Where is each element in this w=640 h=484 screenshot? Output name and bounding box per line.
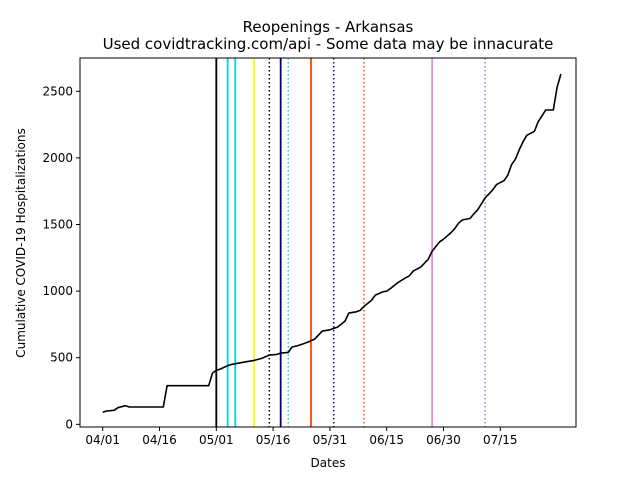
x-tick-label: 04/16 [142,433,177,447]
y-tick-label: 1500 [42,218,73,232]
x-tick-label: 06/30 [426,433,461,447]
y-axis-label: Cumulative COVID-19 Hospitalizations [14,128,28,358]
x-axis-label: Dates [311,456,346,470]
y-tick-label: 0 [65,417,73,431]
chart-title: Reopenings - Arkansas [243,18,414,36]
y-tick-label: 500 [50,351,73,365]
chart-subtitle: Used covidtracking.com/api - Some data m… [103,35,554,53]
reopening-markers [215,58,486,427]
x-tick-label: 07/15 [483,433,518,447]
series-layer [102,73,562,414]
x-tick-label: 05/01 [199,433,234,447]
x-tick-label: 05/16 [256,433,291,447]
x-tick-label: 05/31 [313,433,348,447]
plot-frame [79,57,577,428]
axes: 04/01 04/16 05/01 05/16 05/31 06/15 06/30 07/15… [42,57,577,447]
y-tick-label: 2500 [42,84,73,98]
y-tick-label: 1000 [42,284,73,298]
x-tick-label: 06/15 [369,433,404,447]
x-tick-label: 04/01 [85,433,120,447]
y-tick-label: 2000 [42,151,73,165]
hospitalizations-line [102,73,562,414]
